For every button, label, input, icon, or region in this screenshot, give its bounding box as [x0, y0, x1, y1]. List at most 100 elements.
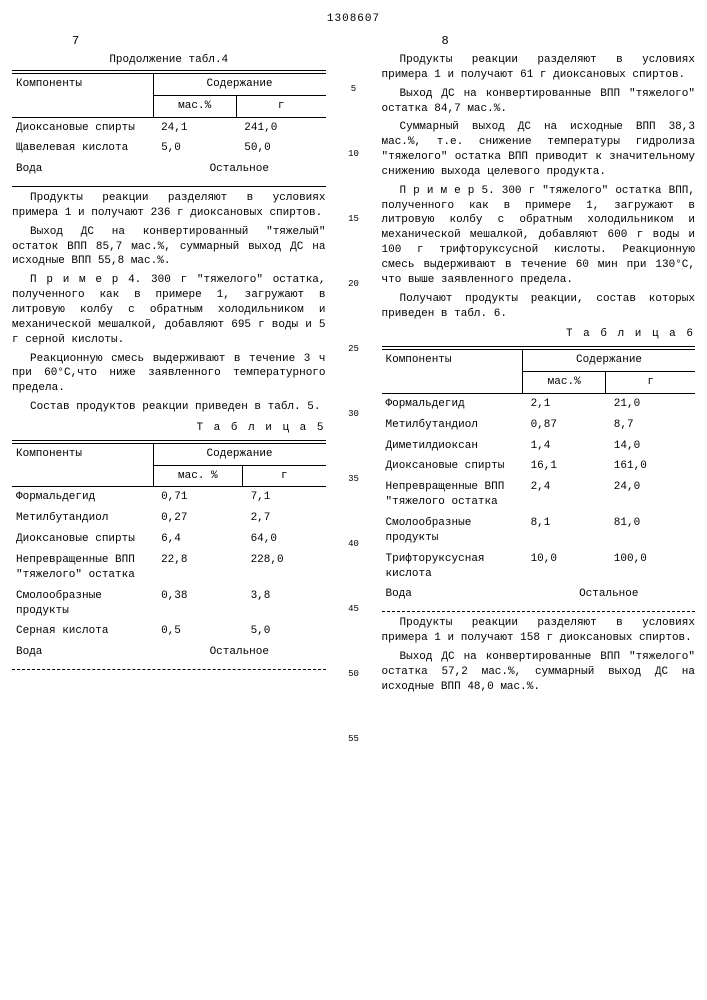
cell-g: 24,0 — [606, 477, 695, 513]
paragraph: Реакционную смесь выдерживают в течение … — [12, 352, 326, 397]
paragraph: Выход ДС на конвертированные ВПП "тяжело… — [382, 87, 696, 117]
divider-dashed — [12, 669, 326, 670]
col-header-grams: г — [243, 465, 326, 487]
cell-pct: 5,0 — [153, 138, 236, 159]
divider — [12, 70, 326, 71]
cell-pct: 22,8 — [153, 550, 243, 586]
cell-water: Вода — [382, 584, 523, 605]
cell-pct: 0,87 — [523, 415, 606, 436]
cell-pct: 16,1 — [523, 456, 606, 477]
cell-water: Вода — [12, 642, 153, 663]
cell-pct: 0,5 — [153, 621, 243, 642]
table4-continuation-label: Продолжение табл.4 — [12, 53, 326, 68]
col-header-mass-pct: мас.% — [153, 95, 236, 117]
table-5: Компоненты Содержание мас. % г Формальде… — [12, 443, 326, 663]
col-header-components: Компоненты — [12, 443, 153, 487]
col-header-mass-pct: мас. % — [153, 465, 243, 487]
col-header-grams: г — [606, 372, 695, 394]
table6-label: Т а б л и ц а 6 — [382, 327, 696, 342]
cell-name: Диоксановые спирты — [12, 529, 153, 550]
paragraph: П р и м е р 5. 300 г "тяжелого" остатка … — [382, 184, 696, 288]
cell-name: Непревращенные ВПП "тяжелого остатка — [382, 477, 523, 513]
doc-number: 1308607 — [12, 12, 695, 27]
paragraph: Продукты реакции разделяют в условиях пр… — [12, 191, 326, 221]
line-marker: 35 — [346, 473, 362, 485]
line-marker: 10 — [346, 148, 362, 160]
paragraph: Суммарный выход ДС на исходные ВПП 38,3 … — [382, 120, 696, 179]
cell-name: Щавелевая кислота — [12, 138, 153, 159]
col-header-components: Компоненты — [382, 350, 523, 394]
cell-name: Метилбутандиол — [12, 508, 153, 529]
line-marker: 20 — [346, 278, 362, 290]
col-header-mass-pct: мас.% — [523, 372, 606, 394]
cell-pct: 1,4 — [523, 436, 606, 457]
col-header-content: Содержание — [153, 443, 325, 465]
col-header-components: Компоненты — [12, 73, 153, 117]
cell-pct: 0,71 — [153, 487, 243, 508]
cell-pct: 10,0 — [523, 549, 606, 585]
table-row-water: Вода Остальное — [12, 159, 326, 180]
paragraph: Продукты реакции разделяют в условиях пр… — [382, 616, 696, 646]
cell-name: Трифторуксусная кислота — [382, 549, 523, 585]
cell-g: 241,0 — [236, 117, 325, 138]
left-page-number: 7 — [12, 33, 326, 49]
table-row: Щавелевая кислота 5,0 50,0 — [12, 138, 326, 159]
cell-g: 100,0 — [606, 549, 695, 585]
cell-name: Диметилдиоксан — [382, 436, 523, 457]
cell-water: Вода — [12, 159, 153, 180]
col-header-content: Содержание — [153, 73, 325, 95]
paragraph: Продукты реакции разделяют в условиях пр… — [382, 53, 696, 83]
page-columns: 7 Продолжение табл.4 Компоненты Содержан… — [12, 33, 695, 699]
cell-g: 81,0 — [606, 513, 695, 549]
col-header-content: Содержание — [523, 350, 695, 372]
cell-name: Формальдегид — [12, 487, 153, 508]
table-4: Компоненты Содержание мас.% г Диоксановы… — [12, 73, 326, 180]
cell-name: Смолообразные продукты — [382, 513, 523, 549]
divider — [382, 346, 696, 347]
line-marker: 55 — [346, 733, 362, 745]
cell-name: Серная кислота — [12, 621, 153, 642]
cell-name: Формальдегид — [382, 393, 523, 414]
left-column: 7 Продолжение табл.4 Компоненты Содержан… — [12, 33, 326, 699]
table-6: Компоненты Содержание мас.% г Формальдег… — [382, 349, 696, 605]
cell-g: 64,0 — [243, 529, 326, 550]
cell-g: 5,0 — [243, 621, 326, 642]
cell-g: 228,0 — [243, 550, 326, 586]
cell-pct: 2,1 — [523, 393, 606, 414]
cell-pct: 24,1 — [153, 117, 236, 138]
paragraph: Выход ДС на конвертированный "тяжелый" о… — [12, 225, 326, 270]
cell-name: Диоксановые спирты — [12, 117, 153, 138]
cell-g: 21,0 — [606, 393, 695, 414]
divider-dashed — [382, 611, 696, 612]
col-header-grams: г — [236, 95, 325, 117]
cell-g: 7,1 — [243, 487, 326, 508]
paragraph: Выход ДС на конвертированные ВПП "тяжело… — [382, 650, 696, 695]
table5-label: Т а б л и ц а 5 — [12, 421, 326, 436]
cell-rest: Остальное — [153, 159, 325, 180]
cell-pct: 6,4 — [153, 529, 243, 550]
right-column: 8 Продукты реакции разделяют в условиях … — [382, 33, 696, 699]
cell-g: 50,0 — [236, 138, 325, 159]
cell-pct: 0,27 — [153, 508, 243, 529]
cell-name: Непревращенные ВПП "тяжелого" остатка — [12, 550, 153, 586]
line-marker: 15 — [346, 213, 362, 225]
paragraph: Получают продукты реакции, состав которы… — [382, 292, 696, 322]
cell-g: 8,7 — [606, 415, 695, 436]
line-marker: 5 — [346, 83, 362, 95]
cell-name: Диоксановые спирты — [382, 456, 523, 477]
line-marker: 30 — [346, 408, 362, 420]
cell-g: 2,7 — [243, 508, 326, 529]
paragraph: Состав продуктов реакции приведен в табл… — [12, 400, 326, 415]
table-row: Диоксановые спирты 24,1 241,0 — [12, 117, 326, 138]
line-marker: 25 — [346, 343, 362, 355]
line-marker: 50 — [346, 668, 362, 680]
cell-pct: 2,4 — [523, 477, 606, 513]
cell-g: 3,8 — [243, 586, 326, 622]
paragraph: П р и м е р 4. 300 г "тяжелого" остатка,… — [12, 273, 326, 347]
cell-name: Метилбутандиол — [382, 415, 523, 436]
cell-name: Смолообразные продукты — [12, 586, 153, 622]
divider — [12, 440, 326, 441]
line-number-gutter: 5 10 15 20 25 30 35 40 45 50 55 — [346, 33, 362, 699]
cell-g: 14,0 — [606, 436, 695, 457]
cell-pct: 0,38 — [153, 586, 243, 622]
